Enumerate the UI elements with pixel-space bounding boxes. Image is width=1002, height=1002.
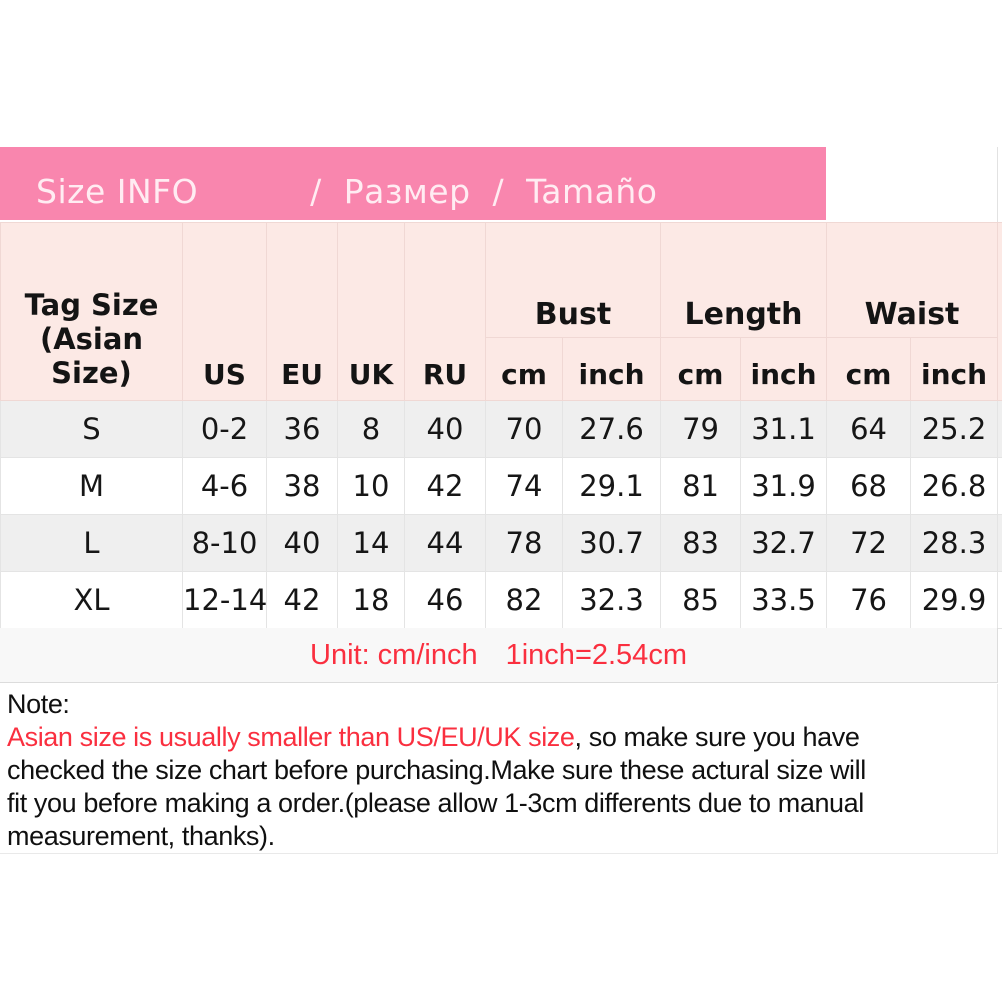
cell-eu: 36 <box>266 400 338 458</box>
header-length: Length <box>660 222 828 338</box>
cell-length-inch: 32.7 <box>740 514 828 572</box>
header-cutoff-sliver <box>997 222 1002 401</box>
cell-bust-cm: 70 <box>485 400 563 458</box>
header-waist-inch: inch <box>910 337 999 401</box>
cell-uk: 18 <box>337 571 405 629</box>
header-waist-cm: cm <box>826 337 912 401</box>
header-bust: Bust <box>484 222 662 338</box>
cell-waist-inch: 28.3 <box>910 514 999 572</box>
cell-cutoff-sliver <box>997 514 1002 572</box>
cell-length-cm: 83 <box>660 514 742 572</box>
cell-bust-cm: 82 <box>485 571 563 629</box>
right-edge-divider <box>997 147 998 223</box>
unit-info-strip: Unit: cm/inch 1inch=2.54cm <box>0 628 998 683</box>
cell-bust-inch: 27.6 <box>561 400 662 458</box>
cell-cutoff-sliver <box>997 400 1002 458</box>
row-label: M <box>0 457 183 515</box>
title-size-info: Size INFO <box>36 172 199 211</box>
cell-length-cm: 85 <box>660 571 742 629</box>
note-warning-red-text: Asian size is usually smaller than US/EU… <box>7 722 575 752</box>
cell-waist-cm: 72 <box>826 514 912 572</box>
cell-waist-cm: 68 <box>826 457 912 515</box>
cell-uk: 10 <box>337 457 405 515</box>
note-line: fit you before making a order.(please al… <box>7 788 864 818</box>
unit-label: Unit: cm/inch <box>310 638 478 671</box>
cell-waist-inch: 25.2 <box>910 400 999 458</box>
cell-cutoff-sliver <box>997 457 1002 515</box>
cell-ru: 44 <box>404 514 486 572</box>
size-info-title-band: Size INFO / Размер / Tamaño <box>0 147 826 220</box>
cell-eu: 38 <box>266 457 338 515</box>
cell-ru: 40 <box>404 400 486 458</box>
size-table: Tag Size (Asian Size) US EU UK RU Bust L… <box>0 222 1002 629</box>
header-eu: EU <box>266 222 338 401</box>
unit-conversion: 1inch=2.54cm <box>505 638 687 671</box>
cell-length-inch: 31.9 <box>740 457 828 515</box>
cell-us: 4-6 <box>182 457 267 515</box>
cell-uk: 14 <box>337 514 405 572</box>
note-warning-line: Asian size is usually smaller than US/EU… <box>7 721 997 754</box>
cell-length-cm: 81 <box>660 457 742 515</box>
cell-eu: 40 <box>266 514 338 572</box>
cell-bust-inch: 30.7 <box>561 514 662 572</box>
row-label: S <box>0 400 183 458</box>
cell-length-inch: 31.1 <box>740 400 828 458</box>
header-tag-size-line2: (Asian <box>39 322 144 356</box>
cell-waist-cm: 64 <box>826 400 912 458</box>
header-bust-cm: cm <box>485 337 563 401</box>
note-line: checked the size chart before purchasing… <box>7 755 866 785</box>
cell-eu: 42 <box>266 571 338 629</box>
header-tag-size: Tag Size (Asian Size) <box>0 222 183 401</box>
cell-us: 12-14 <box>182 571 267 629</box>
cell-bust-inch: 29.1 <box>561 457 662 515</box>
header-us: US <box>182 222 267 401</box>
note-line: measurement, thanks). <box>7 821 275 851</box>
cell-ru: 46 <box>404 571 486 629</box>
cell-waist-inch: 29.9 <box>910 571 999 629</box>
header-ru: RU <box>404 222 486 401</box>
cell-uk: 8 <box>337 400 405 458</box>
cell-length-inch: 33.5 <box>740 571 828 629</box>
cell-us: 0-2 <box>182 400 267 458</box>
header-length-cm: cm <box>660 337 742 401</box>
size-table-container: Tag Size (Asian Size) US EU UK RU Bust L… <box>0 222 1002 629</box>
header-tag-size-line1: Tag Size <box>24 288 159 322</box>
cell-us: 8-10 <box>182 514 267 572</box>
row-label: XL <box>0 571 183 629</box>
size-row-s: S 0-2 36 8 40 70 27.6 79 31.1 64 25.2 <box>0 400 1002 458</box>
header-uk: UK <box>337 222 405 401</box>
cell-waist-cm: 76 <box>826 571 912 629</box>
cell-bust-cm: 74 <box>485 457 563 515</box>
cell-waist-inch: 26.8 <box>910 457 999 515</box>
note-section: Note: Asian size is usually smaller than… <box>0 684 998 854</box>
header-bust-inch: inch <box>561 337 662 401</box>
cell-bust-cm: 78 <box>485 514 563 572</box>
size-row-l: L 8-10 40 14 44 78 30.7 83 32.7 72 28.3 <box>0 514 1002 572</box>
size-row-xl: XL 12-14 42 18 46 82 32.3 85 33.5 76 29.… <box>0 571 1002 629</box>
cell-cutoff-sliver <box>997 571 1002 629</box>
cell-ru: 42 <box>404 457 486 515</box>
note-warning-rest: , so make sure you have <box>574 722 860 752</box>
title-translations: / Размер / Tamaño <box>310 172 658 211</box>
size-row-m: M 4-6 38 10 42 74 29.1 81 31.9 68 26.8 <box>0 457 1002 515</box>
header-waist: Waist <box>826 222 999 338</box>
header-tag-size-line3: Size) <box>51 356 132 390</box>
note-heading: Note: <box>7 689 70 719</box>
row-label: L <box>0 514 183 572</box>
header-length-inch: inch <box>740 337 828 401</box>
cell-length-cm: 79 <box>660 400 742 458</box>
cell-bust-inch: 32.3 <box>561 571 662 629</box>
